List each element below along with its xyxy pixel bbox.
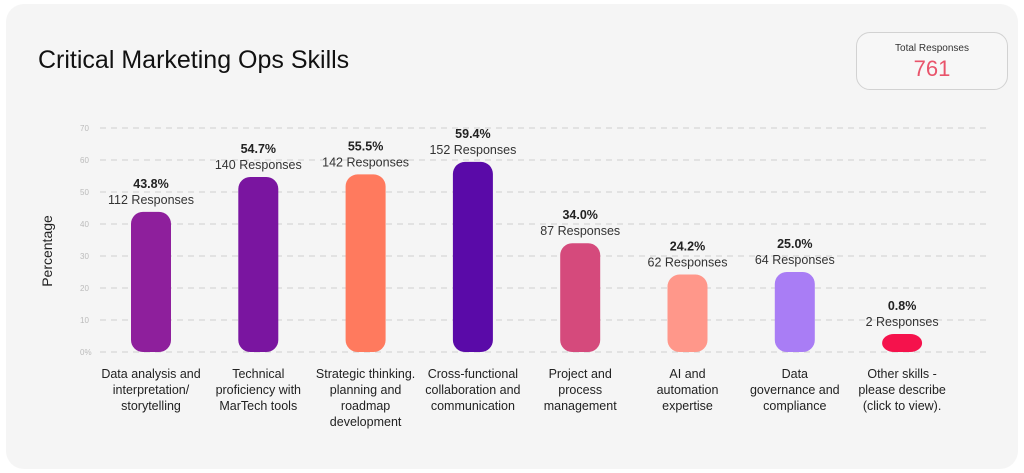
bar-responses-label: 2 Responses [866, 315, 939, 329]
bar-responses-label: 87 Responses [540, 224, 620, 238]
bar [345, 174, 386, 352]
y-tick-label: 0% [80, 348, 92, 357]
x-category-label: Technical proficiency with MarTech tools [216, 367, 301, 413]
bar-responses-label: 64 Responses [755, 253, 835, 267]
x-category-label: Data analysis and interpretation/storytel… [101, 367, 200, 413]
bar-value-label: 43.8% [133, 177, 168, 191]
bar-value-label: 55.5% [348, 139, 383, 153]
bar [882, 334, 923, 352]
total-responses-label: Total Responses [895, 43, 969, 54]
y-tick-label: 50 [80, 188, 89, 197]
y-tick-label: 40 [80, 220, 89, 229]
bar-value-label: 34.0% [562, 208, 597, 222]
bar-responses-label: 142 Responses [322, 155, 409, 169]
y-tick-label: 10 [80, 316, 89, 325]
y-tick-label: 20 [80, 284, 89, 293]
bar [238, 176, 279, 352]
bar-responses-label: 152 Responses [429, 143, 516, 157]
bar-responses-label: 140 Responses [215, 158, 302, 172]
bar-value-label: 25.0% [777, 237, 812, 251]
bar-value-label: 24.2% [670, 240, 705, 254]
x-category-label: Data governance and compliance [750, 367, 840, 413]
bar-responses-label: 62 Responses [648, 256, 728, 270]
bar [452, 161, 493, 352]
bar [131, 211, 171, 352]
total-responses-box: Total Responses 761 [856, 32, 1008, 90]
chart-title: Critical Marketing Ops Skills [38, 46, 350, 74]
bar [560, 243, 601, 352]
bar-responses-label: 112 Responses [108, 193, 194, 207]
y-tick-label: 60 [80, 156, 89, 165]
bar [774, 272, 815, 352]
x-category-label: AI and automation expertise [657, 367, 719, 413]
y-tick-label: 30 [80, 252, 89, 261]
x-category-label: Cross-functional collaboration and communi… [425, 367, 520, 413]
y-tick-label: 70 [80, 124, 89, 133]
bar-value-label: 59.4% [455, 127, 490, 141]
bar [667, 274, 708, 352]
total-responses-value: 761 [913, 56, 951, 81]
x-category-label: Other skills -please describe (click to v… [858, 367, 946, 413]
bar-value-label: 54.7% [241, 142, 276, 156]
x-category-label: Project and process management [544, 367, 617, 413]
bar-value-label: 0.8% [888, 299, 917, 313]
chart-card [6, 4, 1018, 469]
x-category-label: Strategic thinking. planning and roadmap de… [316, 367, 415, 429]
